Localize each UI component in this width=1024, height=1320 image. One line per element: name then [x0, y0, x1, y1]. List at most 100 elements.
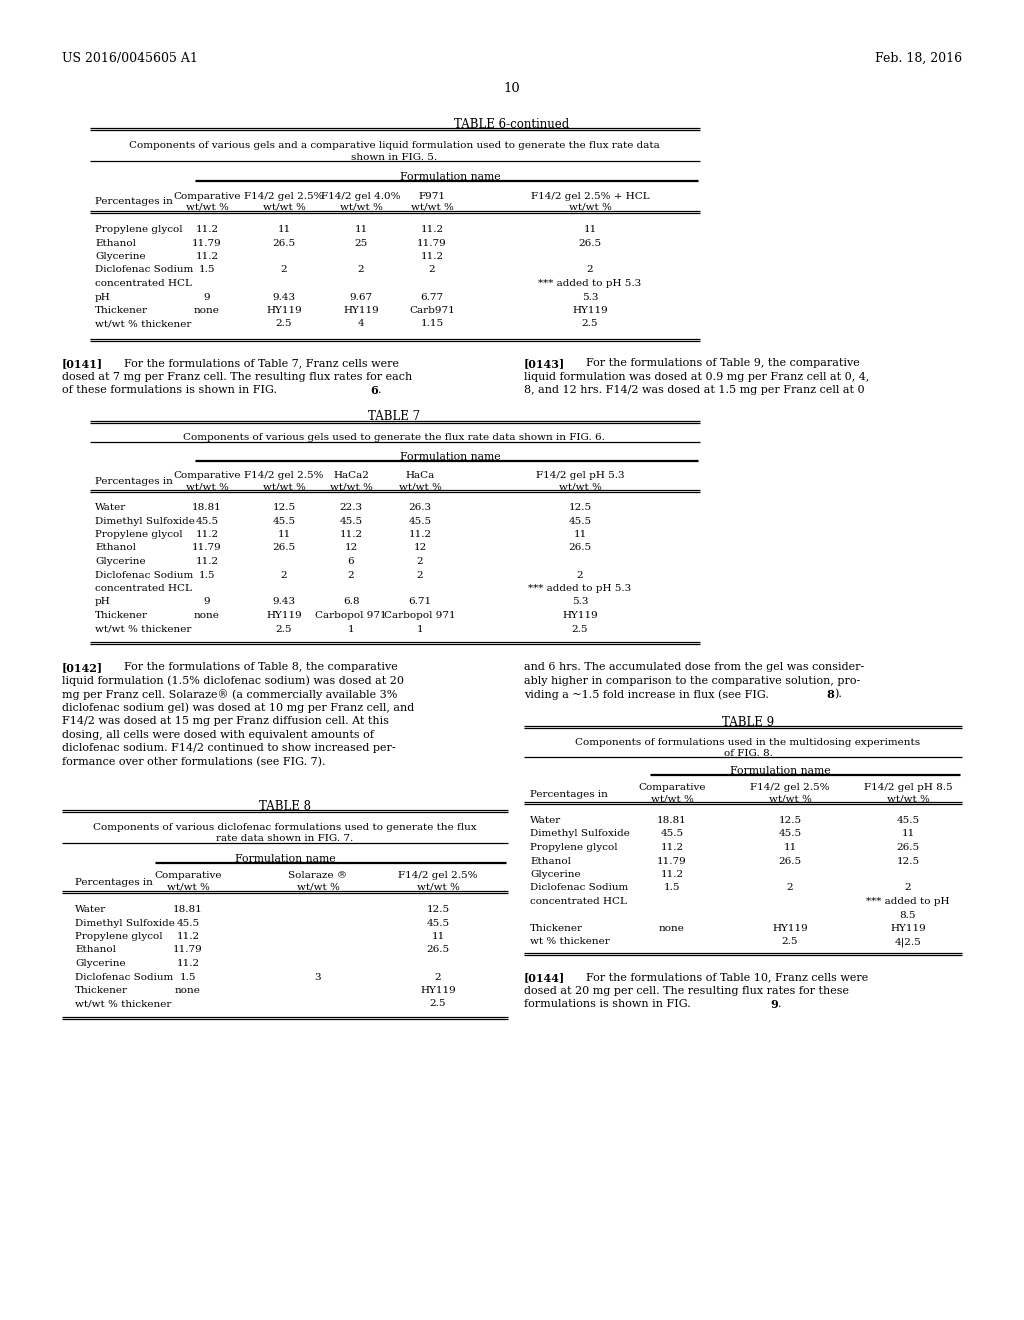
Text: Diclofenac Sodium: Diclofenac Sodium — [530, 883, 629, 892]
Text: 1: 1 — [348, 624, 354, 634]
Text: 2.5: 2.5 — [571, 624, 588, 634]
Text: 8.5: 8.5 — [900, 911, 916, 920]
Text: 6.77: 6.77 — [421, 293, 443, 301]
Text: 1.15: 1.15 — [421, 319, 443, 329]
Text: wt/wt %: wt/wt % — [330, 482, 373, 491]
Text: concentrated HCL: concentrated HCL — [95, 279, 191, 288]
Text: [0142]: [0142] — [62, 663, 103, 673]
Text: 45.5: 45.5 — [426, 919, 450, 928]
Text: 2: 2 — [357, 265, 365, 275]
Text: 9: 9 — [204, 293, 210, 301]
Text: 11.2: 11.2 — [196, 224, 218, 234]
Text: wt/wt %: wt/wt % — [297, 882, 339, 891]
Text: 45.5: 45.5 — [778, 829, 802, 838]
Text: F14/2 gel 2.5% + HCL: F14/2 gel 2.5% + HCL — [530, 191, 649, 201]
Text: *** added to pH 5.3: *** added to pH 5.3 — [528, 583, 632, 593]
Text: 11: 11 — [584, 224, 597, 234]
Text: 2.5: 2.5 — [582, 319, 598, 329]
Text: 45.5: 45.5 — [176, 919, 200, 928]
Text: of FIG. 8.: of FIG. 8. — [724, 748, 772, 758]
Text: 8, and 12 hrs. F14/2 was dosed at 1.5 mg per Franz cell at 0: 8, and 12 hrs. F14/2 was dosed at 1.5 mg… — [524, 385, 864, 395]
Text: none: none — [175, 986, 201, 995]
Text: 1.5: 1.5 — [664, 883, 680, 892]
Text: HY119: HY119 — [562, 611, 598, 620]
Text: 45.5: 45.5 — [196, 516, 218, 525]
Text: 2: 2 — [434, 973, 441, 982]
Text: F14/2 gel 4.0%: F14/2 gel 4.0% — [322, 191, 400, 201]
Text: US 2016/0045605 A1: US 2016/0045605 A1 — [62, 51, 198, 65]
Text: 5.3: 5.3 — [571, 598, 588, 606]
Text: 6: 6 — [370, 385, 378, 396]
Text: 11.2: 11.2 — [176, 960, 200, 968]
Text: 2.5: 2.5 — [275, 319, 292, 329]
Text: 11: 11 — [278, 531, 291, 539]
Text: 2: 2 — [348, 570, 354, 579]
Text: formance over other formulations (see FIG. 7).: formance over other formulations (see FI… — [62, 756, 326, 767]
Text: Solaraze ®: Solaraze ® — [289, 871, 347, 880]
Text: Propylene glycol: Propylene glycol — [530, 843, 617, 851]
Text: wt/wt %: wt/wt % — [262, 203, 305, 213]
Text: [0144]: [0144] — [524, 972, 565, 983]
Text: 12: 12 — [344, 544, 357, 553]
Text: formulations is shown in FIG.: formulations is shown in FIG. — [524, 999, 694, 1008]
Text: Propylene glycol: Propylene glycol — [95, 224, 182, 234]
Text: Glycerine: Glycerine — [75, 960, 126, 968]
Text: 12.5: 12.5 — [778, 816, 802, 825]
Text: 11: 11 — [431, 932, 444, 941]
Text: pH: pH — [95, 598, 111, 606]
Text: wt/wt % thickener: wt/wt % thickener — [95, 319, 191, 329]
Text: 9: 9 — [770, 999, 778, 1010]
Text: Thickener: Thickener — [95, 306, 148, 315]
Text: 26.5: 26.5 — [426, 945, 450, 954]
Text: F14/2 was dosed at 15 mg per Franz diffusion cell. At this: F14/2 was dosed at 15 mg per Franz diffu… — [62, 715, 389, 726]
Text: 11.79: 11.79 — [657, 857, 687, 866]
Text: Diclofenac Sodium: Diclofenac Sodium — [75, 973, 173, 982]
Text: 2: 2 — [417, 557, 423, 566]
Text: TABLE 7: TABLE 7 — [368, 411, 420, 422]
Text: 6.71: 6.71 — [409, 598, 431, 606]
Text: Ethanol: Ethanol — [75, 945, 116, 954]
Text: 12.5: 12.5 — [896, 857, 920, 866]
Text: 11: 11 — [783, 843, 797, 851]
Text: TABLE 9: TABLE 9 — [722, 715, 774, 729]
Text: Propylene glycol: Propylene glycol — [95, 531, 182, 539]
Text: Percentages in: Percentages in — [75, 878, 153, 887]
Text: 2: 2 — [786, 883, 794, 892]
Text: Percentages in: Percentages in — [95, 477, 173, 486]
Text: F14/2 gel 2.5%: F14/2 gel 2.5% — [398, 871, 478, 880]
Text: HY119: HY119 — [343, 306, 379, 315]
Text: 11.79: 11.79 — [193, 239, 222, 248]
Text: wt/wt %: wt/wt % — [340, 203, 382, 213]
Text: wt/wt %: wt/wt % — [769, 795, 811, 803]
Text: Diclofenac Sodium: Diclofenac Sodium — [95, 265, 194, 275]
Text: Dimethyl Sulfoxide: Dimethyl Sulfoxide — [75, 919, 175, 928]
Text: Comparative: Comparative — [173, 471, 241, 480]
Text: dosed at 7 mg per Franz cell. The resulting flux rates for each: dosed at 7 mg per Franz cell. The result… — [62, 371, 413, 381]
Text: Glycerine: Glycerine — [95, 557, 145, 566]
Text: 2: 2 — [281, 265, 288, 275]
Text: dosing, all cells were dosed with equivalent amounts of: dosing, all cells were dosed with equiva… — [62, 730, 374, 739]
Text: 11.2: 11.2 — [421, 224, 443, 234]
Text: 9.67: 9.67 — [349, 293, 373, 301]
Text: Propylene glycol: Propylene glycol — [75, 932, 163, 941]
Text: F14/2 gel 2.5%: F14/2 gel 2.5% — [245, 471, 324, 480]
Text: diclofenac sodium. F14/2 continued to show increased per-: diclofenac sodium. F14/2 continued to sh… — [62, 743, 395, 752]
Text: 10: 10 — [504, 82, 520, 95]
Text: Ethanol: Ethanol — [530, 857, 571, 866]
Text: Percentages in: Percentages in — [95, 197, 173, 206]
Text: 2: 2 — [429, 265, 435, 275]
Text: Ethanol: Ethanol — [95, 544, 136, 553]
Text: Components of formulations used in the multidosing experiments: Components of formulations used in the m… — [575, 738, 921, 747]
Text: Formulation name: Formulation name — [234, 854, 335, 865]
Text: Water: Water — [530, 816, 561, 825]
Text: 11.2: 11.2 — [196, 252, 218, 261]
Text: Components of various gels and a comparative liquid formulation used to generate: Components of various gels and a compara… — [129, 141, 659, 150]
Text: wt/wt %: wt/wt % — [398, 482, 441, 491]
Text: Comparative: Comparative — [638, 783, 706, 792]
Text: HaCa: HaCa — [406, 471, 434, 480]
Text: 26.5: 26.5 — [579, 239, 601, 248]
Text: Components of various gels used to generate the flux rate data shown in FIG. 6.: Components of various gels used to gener… — [183, 433, 605, 442]
Text: 12.5: 12.5 — [568, 503, 592, 512]
Text: [0143]: [0143] — [524, 358, 565, 370]
Text: 11.2: 11.2 — [339, 531, 362, 539]
